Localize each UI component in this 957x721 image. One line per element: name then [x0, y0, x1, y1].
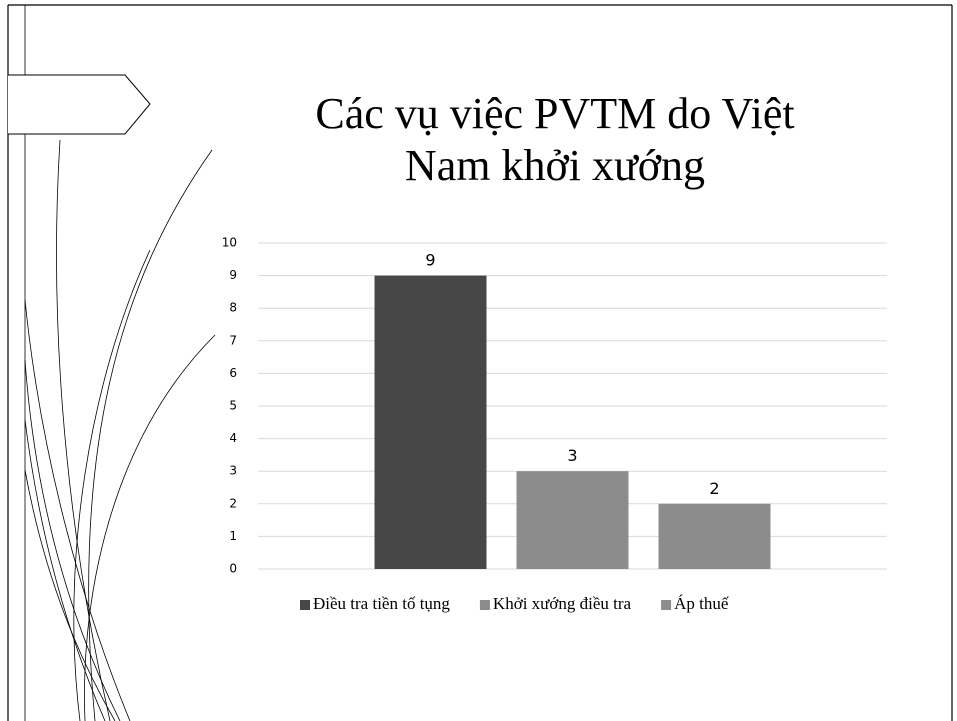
y-tick-label: 8 [229, 301, 237, 315]
legend-label: Áp thuế [674, 594, 729, 613]
y-tick-label: 9 [229, 268, 237, 282]
y-tick-label: 0 [229, 562, 237, 576]
legend-marker [480, 600, 490, 610]
slide: Các vụ việc PVTM do ViệtNam khởi xướng 0… [0, 0, 957, 721]
y-tick-label: 10 [222, 236, 237, 250]
decor-lines [25, 140, 215, 721]
legend-marker [300, 600, 310, 610]
y-tick-label: 2 [229, 496, 237, 510]
y-tick-label: 7 [229, 333, 237, 347]
y-tick-label: 3 [229, 464, 237, 478]
legend-label: Khởi xướng điều tra [493, 594, 632, 613]
legend-label: Điều tra tiền tố tụng [313, 594, 450, 613]
y-tick-label: 5 [229, 399, 237, 413]
arrow-shape [8, 75, 150, 134]
y-tick-label: 1 [229, 529, 237, 543]
value-label: 2 [709, 479, 719, 498]
y-tick-label: 6 [229, 366, 237, 380]
bar [659, 504, 771, 569]
y-tick-label: 4 [229, 431, 237, 445]
value-label: 3 [567, 446, 577, 465]
bar [375, 276, 487, 569]
bar [517, 471, 629, 569]
legend-marker [661, 600, 671, 610]
value-label: 9 [425, 251, 435, 270]
